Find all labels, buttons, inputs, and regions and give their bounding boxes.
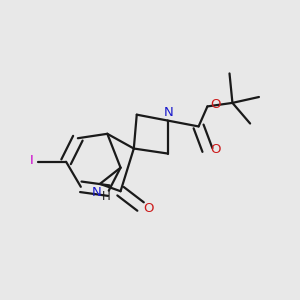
Text: O: O (210, 142, 220, 156)
Text: N: N (92, 186, 102, 199)
Text: H: H (102, 190, 111, 203)
Text: I: I (30, 154, 34, 167)
Text: O: O (144, 202, 154, 214)
Text: N: N (164, 106, 173, 119)
Text: O: O (210, 98, 220, 111)
